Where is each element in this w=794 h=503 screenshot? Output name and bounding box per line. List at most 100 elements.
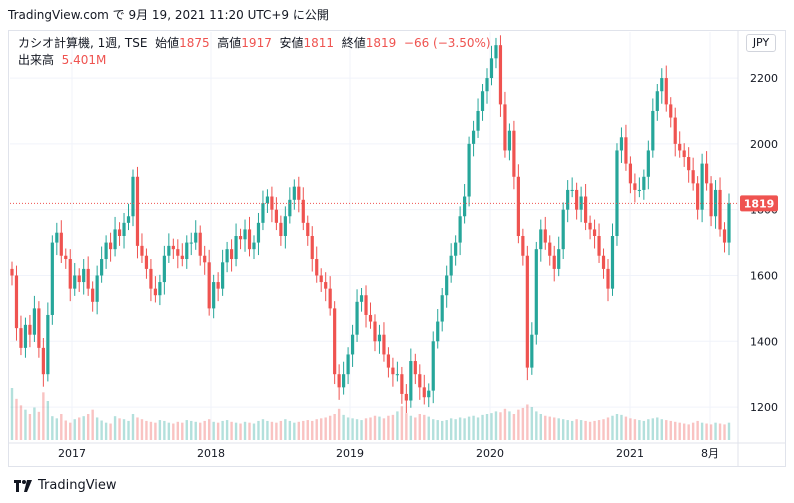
volume-bar (409, 415, 413, 440)
volume-bar (705, 423, 708, 440)
volume-bar (324, 417, 327, 440)
x-tick-label: 2018 (197, 447, 225, 460)
last-price-label: 1819 (744, 197, 775, 210)
x-tick-label: 2019 (336, 447, 364, 460)
candle-body (561, 209, 565, 250)
candle-body (427, 390, 431, 398)
candle-body (243, 229, 247, 240)
volume-bar (651, 418, 655, 440)
candle-body (324, 282, 328, 289)
candle-body (700, 163, 704, 210)
volume-bar (606, 417, 610, 440)
candle-body (212, 282, 216, 309)
candle-body (55, 232, 59, 243)
candle-body (274, 209, 278, 223)
candle-body (32, 308, 37, 335)
close-value: 1819 (365, 36, 397, 50)
volume-bar (418, 414, 421, 440)
candle-body (328, 288, 332, 309)
candle-body (552, 255, 556, 269)
volume-bar (584, 420, 587, 440)
volume-bar (78, 417, 81, 440)
volume-bar (620, 414, 623, 440)
chart-frame[interactable] (8, 30, 786, 467)
volume-bar (51, 416, 54, 440)
candle-body (50, 242, 54, 315)
y-tick-label: 2200 (750, 72, 778, 85)
volume-bar (176, 421, 180, 440)
candle-body (14, 275, 19, 329)
volume-bar (575, 419, 578, 440)
candle-body (530, 334, 534, 368)
candle-body (646, 150, 650, 177)
volume-bar (82, 416, 85, 440)
candle-body (722, 229, 727, 243)
volume-bar (297, 421, 300, 440)
candle-body (131, 176, 135, 217)
volume-bar (140, 419, 144, 440)
candle-body (503, 104, 507, 151)
volume-bar (714, 422, 717, 440)
candle-body (364, 295, 368, 315)
candle-body (655, 91, 659, 111)
volume-bar (539, 414, 542, 440)
volume-bar (602, 419, 605, 440)
candle-body (185, 242, 189, 260)
volume-bar (234, 422, 238, 440)
candle-body (333, 308, 337, 375)
candle-body (498, 45, 503, 105)
volume-bar (163, 420, 166, 440)
candle-body (606, 268, 610, 289)
volume-bar (391, 414, 395, 440)
volume-bar (328, 415, 332, 440)
candle-body (727, 203, 731, 243)
volume-bar (136, 417, 139, 440)
candle-body (126, 216, 131, 223)
candle-body (382, 334, 386, 355)
candle-body (534, 249, 538, 335)
volume-bar (351, 418, 354, 440)
volume-bar (656, 417, 659, 440)
volume-bar (553, 417, 556, 440)
volume-bar (441, 420, 444, 440)
volume-bar (723, 424, 726, 440)
x-tick-label: 2021 (616, 447, 644, 460)
candle-body (548, 242, 552, 256)
volume-bar (423, 414, 426, 440)
candle-body (642, 176, 646, 190)
volume-bar (302, 420, 305, 440)
candle-body (660, 78, 664, 92)
volume-bar (190, 420, 193, 440)
candle-body (306, 222, 310, 236)
footer-brand[interactable]: TradingView (14, 478, 117, 493)
currency-button[interactable]: JPY (746, 34, 776, 52)
candle-body (386, 354, 391, 368)
candle-body (440, 295, 444, 322)
candle-body (221, 262, 225, 289)
candle-body (431, 341, 435, 391)
volume-bar (346, 417, 350, 440)
candle-body (575, 189, 579, 210)
tradingview-logo-icon (14, 479, 32, 492)
candle-body (265, 196, 270, 204)
volume-bar (674, 421, 677, 440)
symbol-label[interactable]: カシオ計算機, 1週, TSE (18, 36, 148, 50)
volume-bar (203, 420, 206, 440)
volume-bar (561, 419, 565, 440)
candle-body (391, 367, 395, 375)
volume-bar (279, 420, 283, 440)
volume-bar (454, 419, 457, 440)
volume-bar (306, 420, 309, 440)
candle-body (489, 58, 494, 79)
candle-body (19, 328, 23, 348)
candle-body (234, 236, 238, 260)
volume-bar (95, 417, 99, 440)
volume-bar (369, 417, 372, 440)
volume-bar (427, 416, 430, 440)
volume-bar (517, 409, 520, 440)
candle-body (463, 196, 467, 217)
candle-body (77, 275, 81, 283)
x-tick-label: 8月 (701, 447, 719, 460)
volume-bar (333, 414, 336, 440)
